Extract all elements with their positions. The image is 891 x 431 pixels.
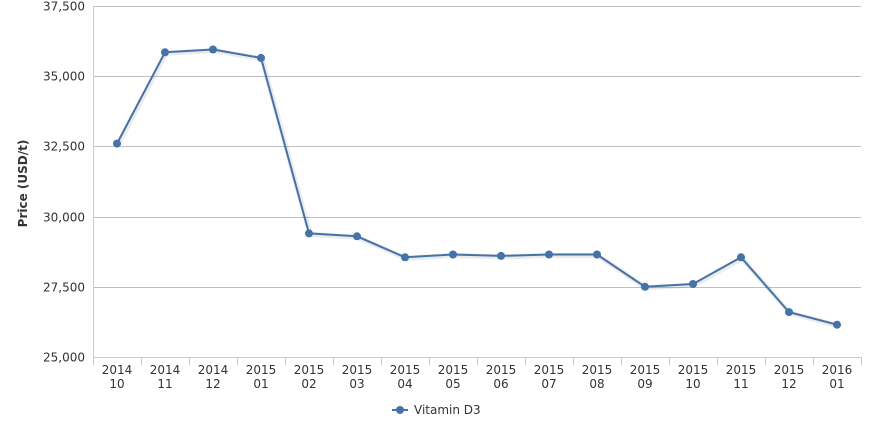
x-tick-label: 2015 04	[390, 363, 421, 391]
y-tick-label: 27,500	[43, 281, 85, 295]
x-tick-label: 2015 08	[582, 363, 613, 391]
data-point[interactable]	[641, 282, 649, 291]
x-tick-label: 2015 02	[294, 363, 325, 391]
data-point[interactable]	[401, 253, 409, 262]
data-point[interactable]	[353, 232, 361, 241]
y-tick-label: 32,500	[43, 140, 85, 154]
data-point[interactable]	[161, 48, 169, 57]
x-axis-ticks: 2014 10 2014 11 2014 12 2015 01 2015 02 2015 03 2015…	[102, 363, 853, 391]
gridlines	[93, 6, 861, 288]
axes	[93, 6, 862, 365]
x-tick-label: 2015 03	[342, 363, 373, 391]
data-point[interactable]	[113, 139, 121, 148]
x-tick-label: 2015 09	[630, 363, 661, 391]
series-line	[116, 48, 838, 326]
legend-dot-marker	[396, 406, 404, 414]
x-tick-label: 2015 12	[774, 363, 805, 391]
x-tick-label: 2015 06	[486, 363, 517, 391]
y-tick-label: 25,000	[43, 351, 85, 365]
y-axis-ticks: 25,000 27,500 30,000 32,500 35,000 37,500	[43, 0, 85, 365]
x-tick-label: 2015 05	[438, 363, 469, 391]
data-point[interactable]	[497, 251, 505, 260]
x-tick-label: 2014 11	[150, 363, 181, 391]
x-tick-label: 2014 12	[198, 363, 229, 391]
series-vitamin-d3	[113, 45, 841, 329]
y-tick-label: 30,000	[43, 211, 85, 225]
series-line-shadow	[115, 47, 839, 329]
data-point[interactable]	[785, 308, 793, 317]
legend[interactable]: Vitamin D3	[392, 403, 481, 417]
data-point[interactable]	[545, 250, 553, 259]
data-point[interactable]	[689, 280, 697, 288]
data-point[interactable]	[593, 250, 601, 259]
x-tick-label: 2015 11	[726, 363, 757, 391]
data-point[interactable]	[833, 320, 841, 329]
data-point[interactable]	[209, 45, 217, 54]
x-tick-label: 2015 01	[246, 363, 277, 391]
x-tick-label: 2016 01	[822, 363, 853, 391]
x-tick-label: 2014 10	[102, 363, 133, 391]
y-tick-label: 37,500	[43, 0, 85, 14]
x-tick-label: 2015 10	[678, 363, 709, 391]
data-point[interactable]	[737, 253, 745, 262]
x-tick-label: 2015 07	[534, 363, 565, 391]
legend-item-vitamin-d3[interactable]: Vitamin D3	[414, 403, 481, 417]
data-point[interactable]	[257, 53, 265, 62]
data-point[interactable]	[305, 229, 313, 238]
data-point[interactable]	[449, 250, 457, 259]
y-axis-title: Price (USD/t)	[16, 140, 30, 228]
y-tick-label: 35,000	[43, 70, 85, 84]
